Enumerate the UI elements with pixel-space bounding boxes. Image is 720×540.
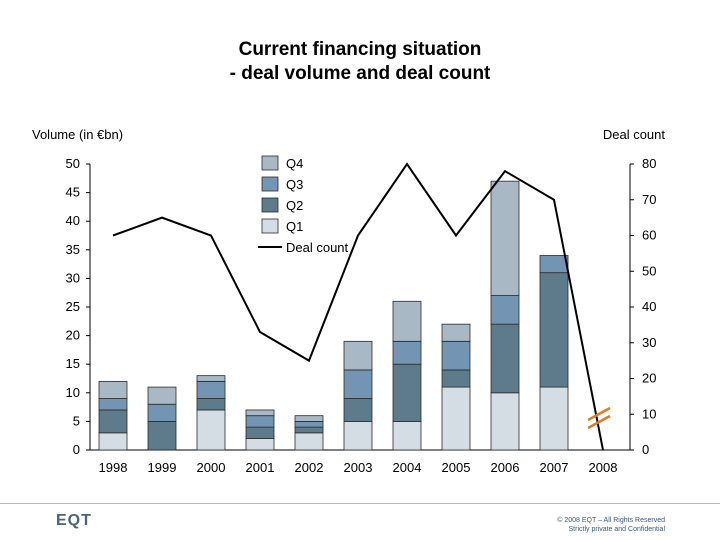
bar-q4-2006 [490,180,520,296]
bar-q1-2002 [294,432,324,451]
bar-q1-1998 [98,432,128,451]
bar-q1-2005 [441,386,471,451]
bar-q3-2006 [490,295,520,325]
bar-q4-2001 [245,409,275,417]
bar-q3-2003 [343,369,373,399]
footer-divider [0,503,720,504]
x-tick-label: 2007 [540,460,569,475]
legend-label: Q2 [286,198,303,213]
bar-q2-2002 [294,426,324,434]
x-tick-label: 2008 [589,460,618,475]
y-tick-label: 50 [66,156,80,171]
chart-title-line1: Current financing situation [238,39,482,60]
bar-q1-2006 [490,392,520,451]
bar-q3-2005 [441,340,471,371]
y2-tick-label: 80 [642,156,656,171]
x-tick-label: 1999 [148,460,177,475]
y2-tick-label: 0 [642,442,649,457]
x-tick-label: 1998 [99,460,128,475]
copyright-note: © 2008 EQT – All Rights Reserved Strictl… [557,516,665,534]
y-axis-label: Volume (in €bn) [32,127,124,142]
bar-q3-2007 [539,255,569,274]
bar-q3-1998 [98,398,128,411]
legend-label: Q3 [286,177,303,192]
bar-q2-2006 [490,323,520,394]
bar-q4-2002 [294,415,324,422]
bar-q4-2000 [196,375,226,382]
x-tick-label: 2004 [393,460,422,475]
copyright-line-2: Strictly private and Confidential [568,526,666,533]
y-tick-label: 10 [66,385,80,400]
chart-title: Current financing situation - deal volum… [0,38,720,86]
bar-q3-2000 [196,380,226,399]
copyright-line-1: © 2008 EQT – All Rights Reserved [557,517,665,524]
bar-q1-2004 [392,420,422,451]
y2-axis-label: Deal count [602,127,665,142]
y2-tick-label: 30 [642,335,656,350]
bar-q4-2005 [441,323,471,342]
bar-q2-1998 [98,409,128,434]
legend-label: Q1 [286,219,303,234]
legend-swatch-q3 [261,176,279,192]
legend-swatch-q1 [261,218,279,234]
axis-break-mark [587,414,611,430]
y2-tick-label: 40 [642,299,656,314]
y-tick-label: 40 [66,213,80,228]
bar-q1-2001 [245,438,275,451]
y-tick-label: 15 [66,356,80,371]
bar-q3-2002 [294,420,324,428]
bar-q4-1999 [147,386,177,405]
y-tick-label: 25 [66,299,80,314]
company-logo: EQT [56,512,92,529]
x-tick-label: 2000 [197,460,226,475]
y-tick-label: 30 [66,270,80,285]
bar-q2-2000 [196,398,226,411]
y-tick-label: 45 [66,185,80,200]
y-tick-label: 0 [73,442,80,457]
y2-tick-label: 50 [642,263,656,278]
x-tick-label: 2002 [295,460,324,475]
bar-q4-2004 [392,300,422,342]
bar-q4-2003 [343,340,373,371]
bar-q2-2007 [539,272,569,388]
bar-q2-1999 [147,420,177,451]
x-tick-label: 2003 [344,460,373,475]
x-tick-label: 2005 [442,460,471,475]
y2-tick-label: 10 [642,406,656,421]
y-tick-label: 35 [66,242,80,257]
x-tick-label: 2001 [246,460,275,475]
bar-q3-1999 [147,403,177,422]
bar-q3-2004 [392,340,422,365]
bar-q2-2005 [441,369,471,388]
deal-count-line [112,162,604,451]
bar-q1-2000 [196,409,226,451]
x-tick-label: 2006 [491,460,520,475]
legend-label: Deal count [286,240,349,255]
legend-swatch-q2 [261,197,279,213]
axis-break-mark [587,406,611,422]
bar-q2-2001 [245,426,275,439]
chart-title-line2: - deal volume and deal count [229,63,491,84]
legend-label: Q4 [286,156,303,171]
bar-q3-2001 [245,415,275,428]
bar-q1-2003 [343,420,373,451]
bar-q1-2007 [539,386,569,451]
bar-q2-2003 [343,398,373,422]
legend-swatch-q4 [261,155,279,171]
y2-tick-label: 60 [642,228,656,243]
y2-tick-label: 20 [642,371,656,386]
y-tick-label: 20 [66,328,80,343]
bar-q4-1998 [98,380,128,399]
y2-tick-label: 70 [642,192,656,207]
y-tick-label: 5 [73,413,80,428]
bar-q2-2004 [392,363,422,422]
